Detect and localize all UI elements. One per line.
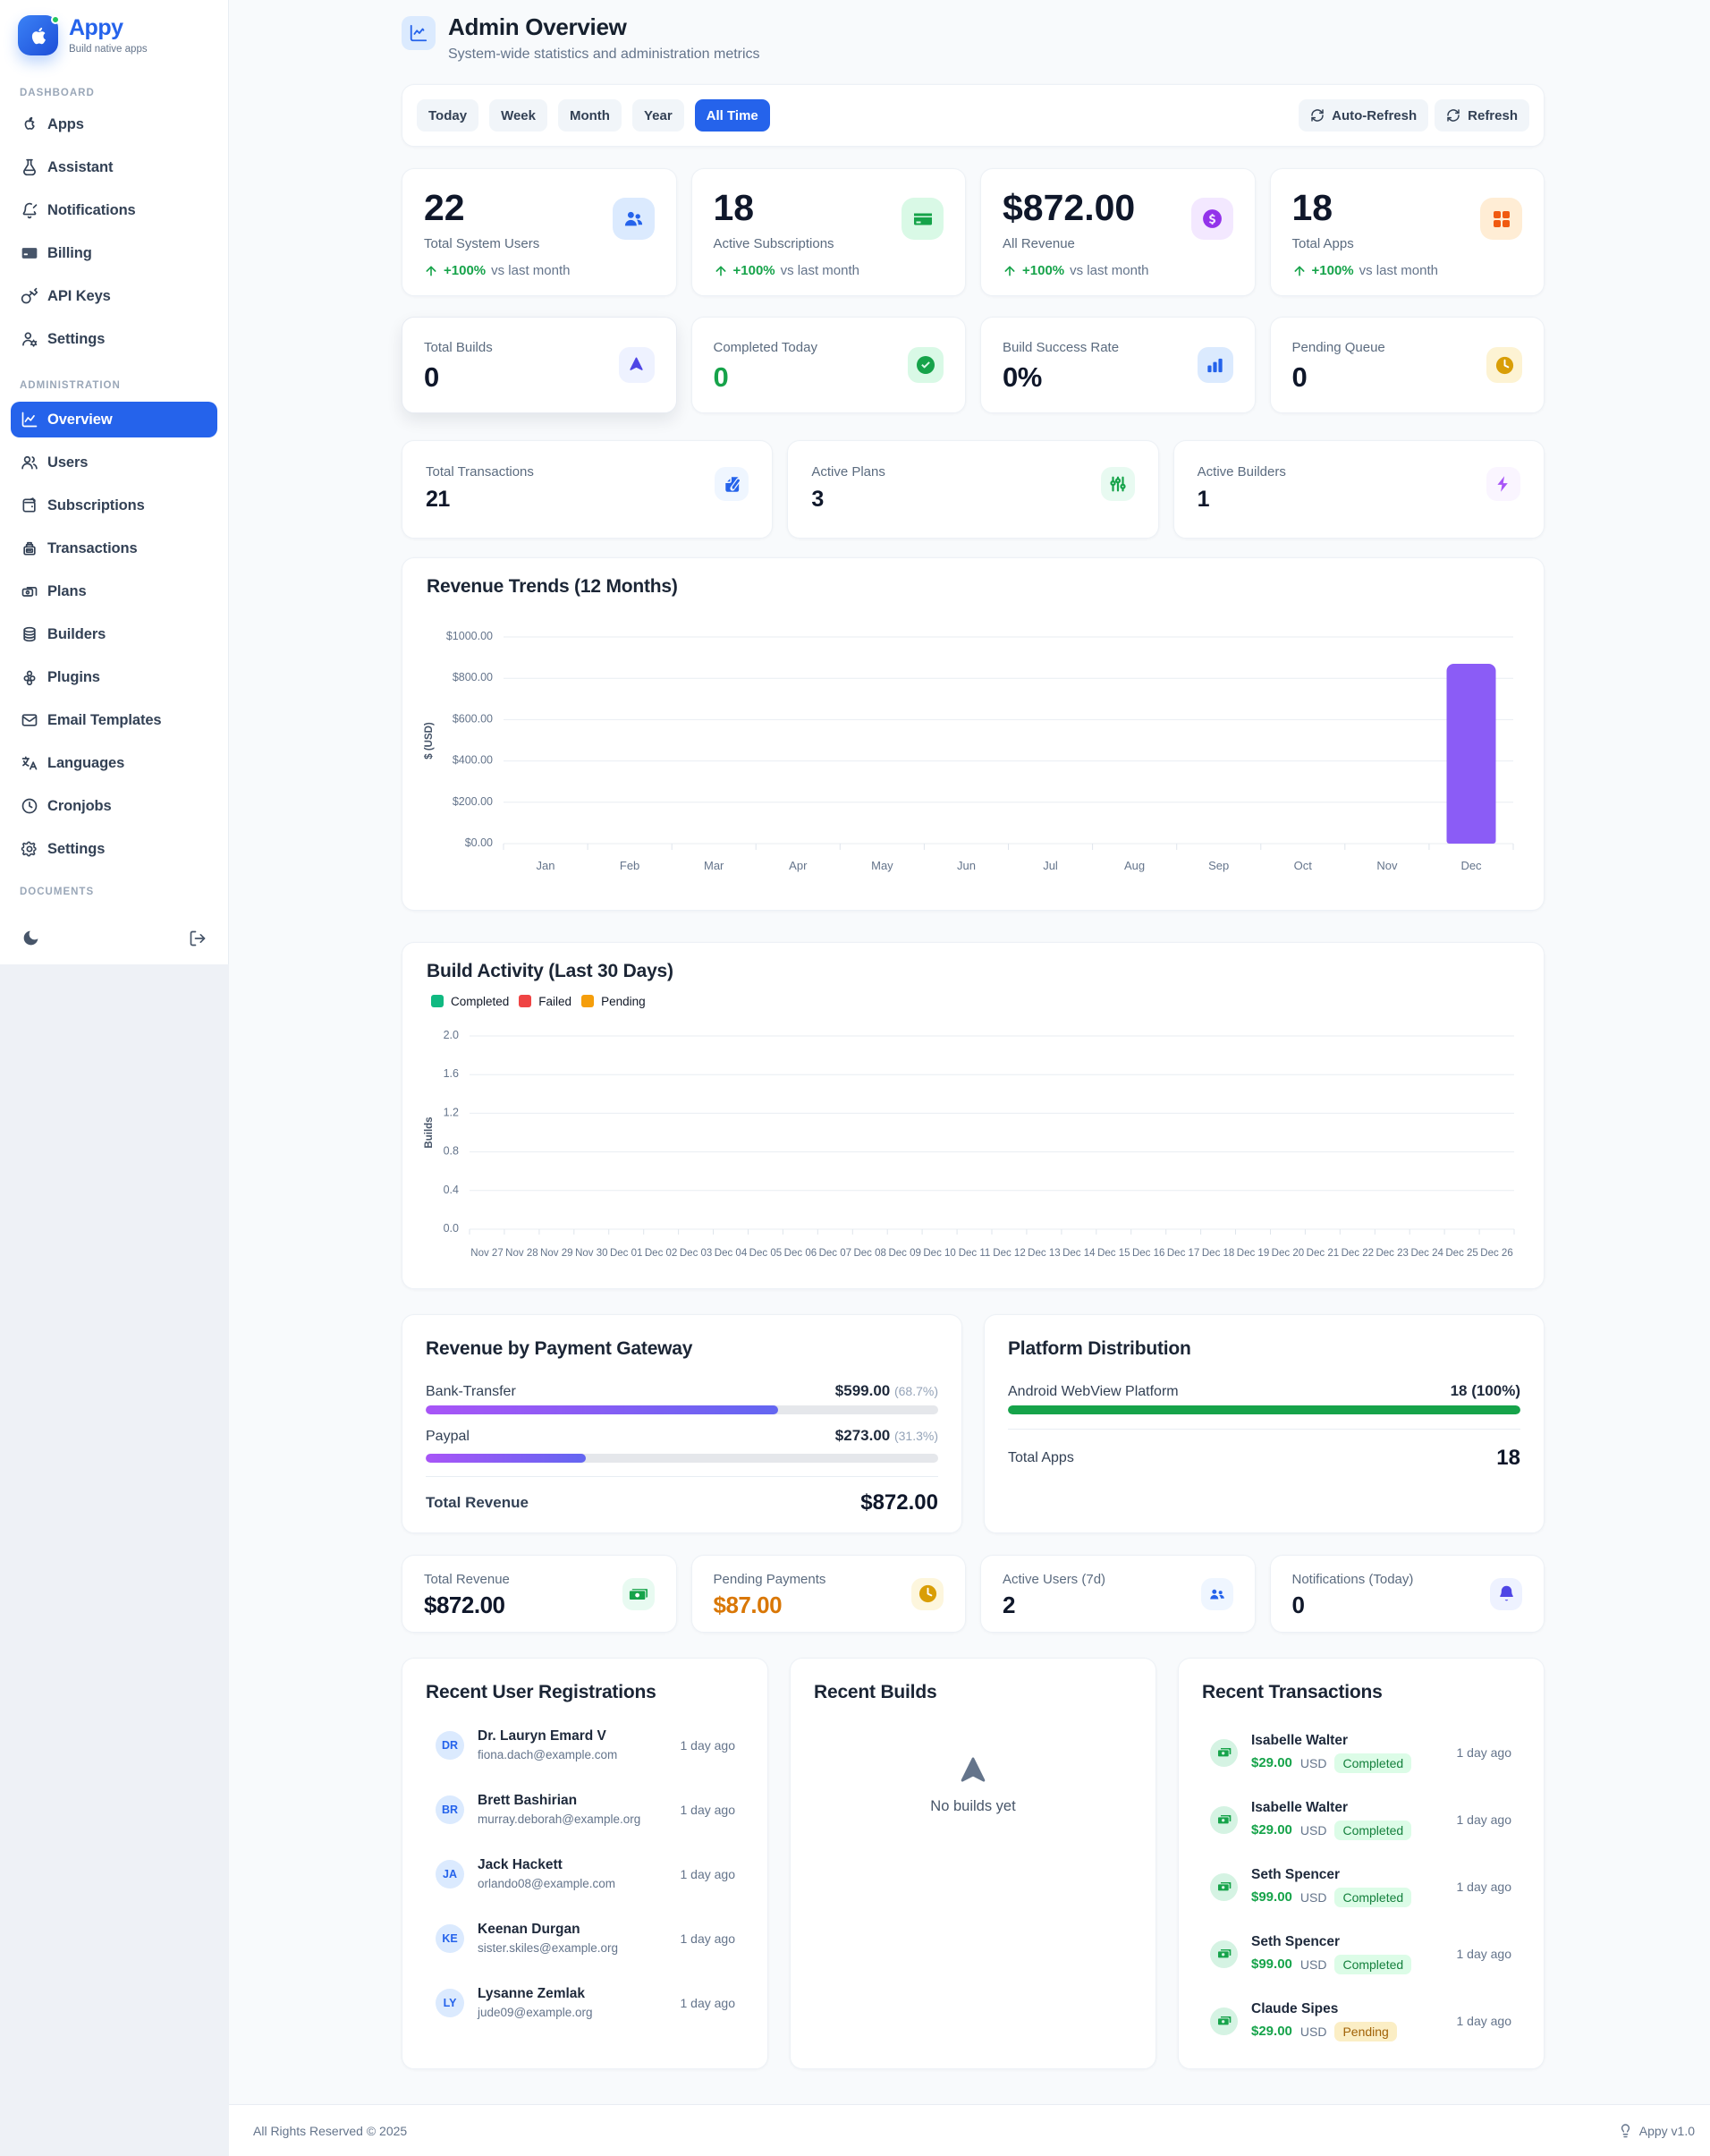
svg-text:$0.00: $0.00 [465, 836, 493, 849]
svg-text:Jul: Jul [1043, 859, 1058, 872]
svg-text:Dec 21: Dec 21 [1307, 1248, 1339, 1259]
svg-text:Jun: Jun [957, 859, 976, 872]
svg-text:Dec 07: Dec 07 [819, 1248, 851, 1259]
svg-text:0.0: 0.0 [444, 1222, 459, 1235]
svg-text:Dec 09: Dec 09 [888, 1248, 920, 1259]
svg-text:Dec 17: Dec 17 [1167, 1248, 1199, 1259]
svg-text:Dec 26: Dec 26 [1480, 1248, 1512, 1259]
svg-text:Dec 01: Dec 01 [610, 1248, 642, 1259]
svg-text:Dec 18: Dec 18 [1202, 1248, 1234, 1259]
svg-text:Mar: Mar [704, 859, 724, 872]
svg-text:Dec 11: Dec 11 [959, 1248, 991, 1259]
svg-text:$200.00: $200.00 [453, 795, 493, 808]
svg-text:1.2: 1.2 [444, 1106, 459, 1118]
svg-text:Dec 10: Dec 10 [923, 1248, 955, 1259]
svg-text:Nov 27: Nov 27 [470, 1248, 503, 1259]
svg-text:$400.00: $400.00 [453, 754, 493, 767]
svg-text:Dec 03: Dec 03 [680, 1248, 712, 1259]
svg-text:$600.00: $600.00 [453, 712, 493, 725]
svg-text:Apr: Apr [789, 859, 808, 872]
svg-text:Sep: Sep [1208, 859, 1229, 872]
svg-text:Dec 14: Dec 14 [1062, 1248, 1096, 1259]
svg-text:Dec 06: Dec 06 [784, 1248, 817, 1259]
svg-text:1.6: 1.6 [444, 1067, 459, 1080]
svg-text:Nov 28: Nov 28 [505, 1248, 538, 1259]
svg-text:Dec 02: Dec 02 [645, 1248, 677, 1259]
svg-text:Dec 24: Dec 24 [1410, 1248, 1443, 1259]
svg-text:Jan: Jan [537, 859, 555, 872]
svg-text:$1000.00: $1000.00 [446, 630, 493, 642]
svg-text:Dec 12: Dec 12 [993, 1248, 1025, 1259]
svg-text:0.4: 0.4 [444, 1184, 459, 1196]
svg-text:Dec 23: Dec 23 [1376, 1248, 1408, 1259]
svg-text:Nov: Nov [1376, 859, 1398, 872]
svg-text:Dec 04: Dec 04 [715, 1248, 748, 1259]
svg-text:Dec 15: Dec 15 [1097, 1248, 1130, 1259]
svg-text:Nov 29: Nov 29 [540, 1248, 572, 1259]
svg-text:Dec 05: Dec 05 [749, 1248, 782, 1259]
svg-text:Dec 22: Dec 22 [1342, 1248, 1374, 1259]
svg-text:Aug: Aug [1124, 859, 1145, 872]
svg-text:2.0: 2.0 [444, 1029, 459, 1041]
svg-text:$800.00: $800.00 [453, 671, 493, 683]
svg-text:May: May [871, 859, 893, 872]
svg-text:0.8: 0.8 [444, 1145, 459, 1158]
svg-text:Dec: Dec [1460, 859, 1482, 872]
svg-text:Dec 19: Dec 19 [1237, 1248, 1269, 1259]
svg-text:Dec 25: Dec 25 [1445, 1248, 1477, 1259]
svg-text:Oct: Oct [1294, 859, 1313, 872]
svg-text:Nov 30: Nov 30 [575, 1248, 607, 1259]
svg-text:Feb: Feb [620, 859, 639, 872]
svg-text:Dec 08: Dec 08 [853, 1248, 885, 1259]
svg-text:Builds: Builds [424, 1116, 435, 1148]
svg-text:Dec 20: Dec 20 [1272, 1248, 1304, 1259]
svg-text:Dec 16: Dec 16 [1132, 1248, 1164, 1259]
svg-text:Dec 13: Dec 13 [1028, 1248, 1060, 1259]
svg-text:$ (USD): $ (USD) [424, 722, 435, 760]
